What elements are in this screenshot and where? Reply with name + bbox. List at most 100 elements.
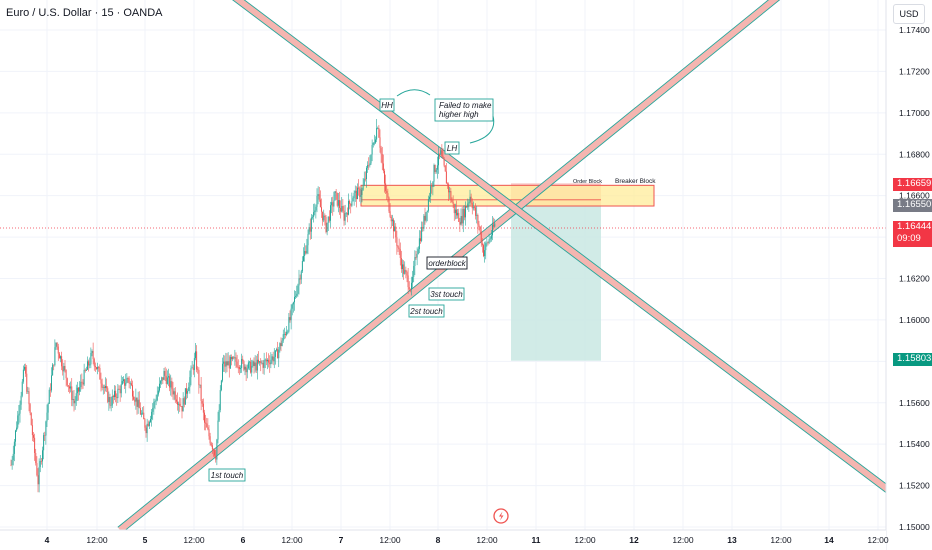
- candle: [193, 352, 195, 378]
- candle-body: [244, 366, 246, 370]
- candle: [317, 186, 319, 205]
- candle: [327, 216, 329, 231]
- candle-body: [463, 208, 465, 218]
- candle: [51, 367, 52, 393]
- candle-body: [79, 387, 81, 392]
- candle: [443, 157, 445, 168]
- candle: [267, 358, 268, 370]
- candle-body: [451, 200, 453, 203]
- candle-body: [278, 349, 280, 359]
- candle: [479, 226, 481, 235]
- candle: [427, 195, 429, 213]
- descending-trendline-band: [232, 0, 898, 498]
- candle-body: [89, 364, 91, 366]
- candle: [153, 398, 155, 415]
- candle: [474, 206, 475, 211]
- candle-body: [246, 368, 248, 373]
- candle-body: [333, 200, 335, 207]
- candle: [148, 420, 150, 430]
- candle-body: [379, 137, 381, 148]
- annotation-text: HH: [381, 101, 393, 110]
- candle: [454, 203, 456, 220]
- candle: [55, 342, 57, 350]
- candle: [457, 208, 459, 219]
- candle-body: [418, 238, 420, 250]
- candle-body: [222, 363, 223, 381]
- candle: [461, 206, 463, 227]
- candle-body: [268, 359, 270, 363]
- candle: [435, 167, 437, 174]
- candle-body: [439, 153, 441, 155]
- candle: [163, 367, 165, 381]
- candle: [24, 363, 25, 372]
- candle-body: [205, 422, 207, 424]
- annotation-text: 2st touch: [409, 307, 443, 316]
- candle: [465, 201, 466, 226]
- candle: [106, 378, 108, 393]
- candle-body: [114, 390, 115, 398]
- candle-body: [92, 351, 94, 360]
- candle-body: [430, 186, 432, 197]
- annotation-box: [434, 98, 494, 122]
- candle: [236, 354, 238, 369]
- candle-body: [172, 389, 174, 395]
- candle-body: [312, 216, 313, 218]
- candle: [470, 193, 472, 205]
- candle-body: [168, 376, 169, 378]
- candle-body: [85, 369, 87, 371]
- candle-body: [471, 202, 473, 209]
- candle: [323, 209, 325, 223]
- candle: [459, 217, 461, 232]
- candle: [344, 204, 346, 226]
- candle-body: [157, 390, 159, 395]
- candle: [81, 373, 83, 390]
- x-tick-label: 12:00: [476, 535, 498, 545]
- candle: [34, 433, 36, 461]
- candle-body: [485, 243, 487, 251]
- candle: [308, 223, 310, 235]
- replay-icon[interactable]: [493, 508, 509, 524]
- candle-body: [292, 302, 294, 305]
- candle: [218, 404, 220, 422]
- symbol-title[interactable]: Euro / U.S. Dollar · 15 · OANDA: [6, 7, 163, 19]
- candle: [66, 377, 68, 388]
- candle-body: [234, 357, 236, 359]
- candle: [271, 353, 273, 364]
- candle-body: [301, 261, 303, 272]
- candle-body: [339, 200, 340, 208]
- candle: [417, 246, 419, 255]
- candle-body: [371, 144, 373, 155]
- candle: [388, 196, 390, 213]
- candle: [33, 432, 34, 442]
- candle-body: [453, 203, 455, 214]
- x-tick-label: 12:00: [86, 535, 108, 545]
- candle: [208, 425, 210, 440]
- candle-body: [417, 249, 419, 254]
- candle: [15, 429, 16, 447]
- candle-body: [43, 435, 45, 451]
- annotation-box: [426, 256, 468, 270]
- candle: [441, 144, 443, 158]
- candle-body: [489, 238, 491, 240]
- candle-body: [136, 397, 138, 407]
- currency-button[interactable]: USD: [893, 4, 925, 24]
- candle-body: [24, 366, 25, 370]
- candle: [362, 178, 364, 191]
- candle-body: [378, 128, 380, 138]
- candles-layer: [10, 119, 496, 493]
- candle-body: [352, 198, 354, 202]
- candle: [297, 283, 299, 297]
- candle: [170, 374, 172, 396]
- candle: [287, 329, 289, 335]
- candle-body: [400, 258, 402, 269]
- candle-body: [127, 378, 129, 379]
- candle-body: [436, 165, 438, 170]
- candle: [332, 196, 334, 216]
- candle: [220, 379, 222, 392]
- candle-body: [196, 351, 198, 370]
- candle: [296, 285, 298, 298]
- candle-body: [56, 342, 58, 347]
- candle: [21, 379, 23, 398]
- candle: [305, 245, 307, 255]
